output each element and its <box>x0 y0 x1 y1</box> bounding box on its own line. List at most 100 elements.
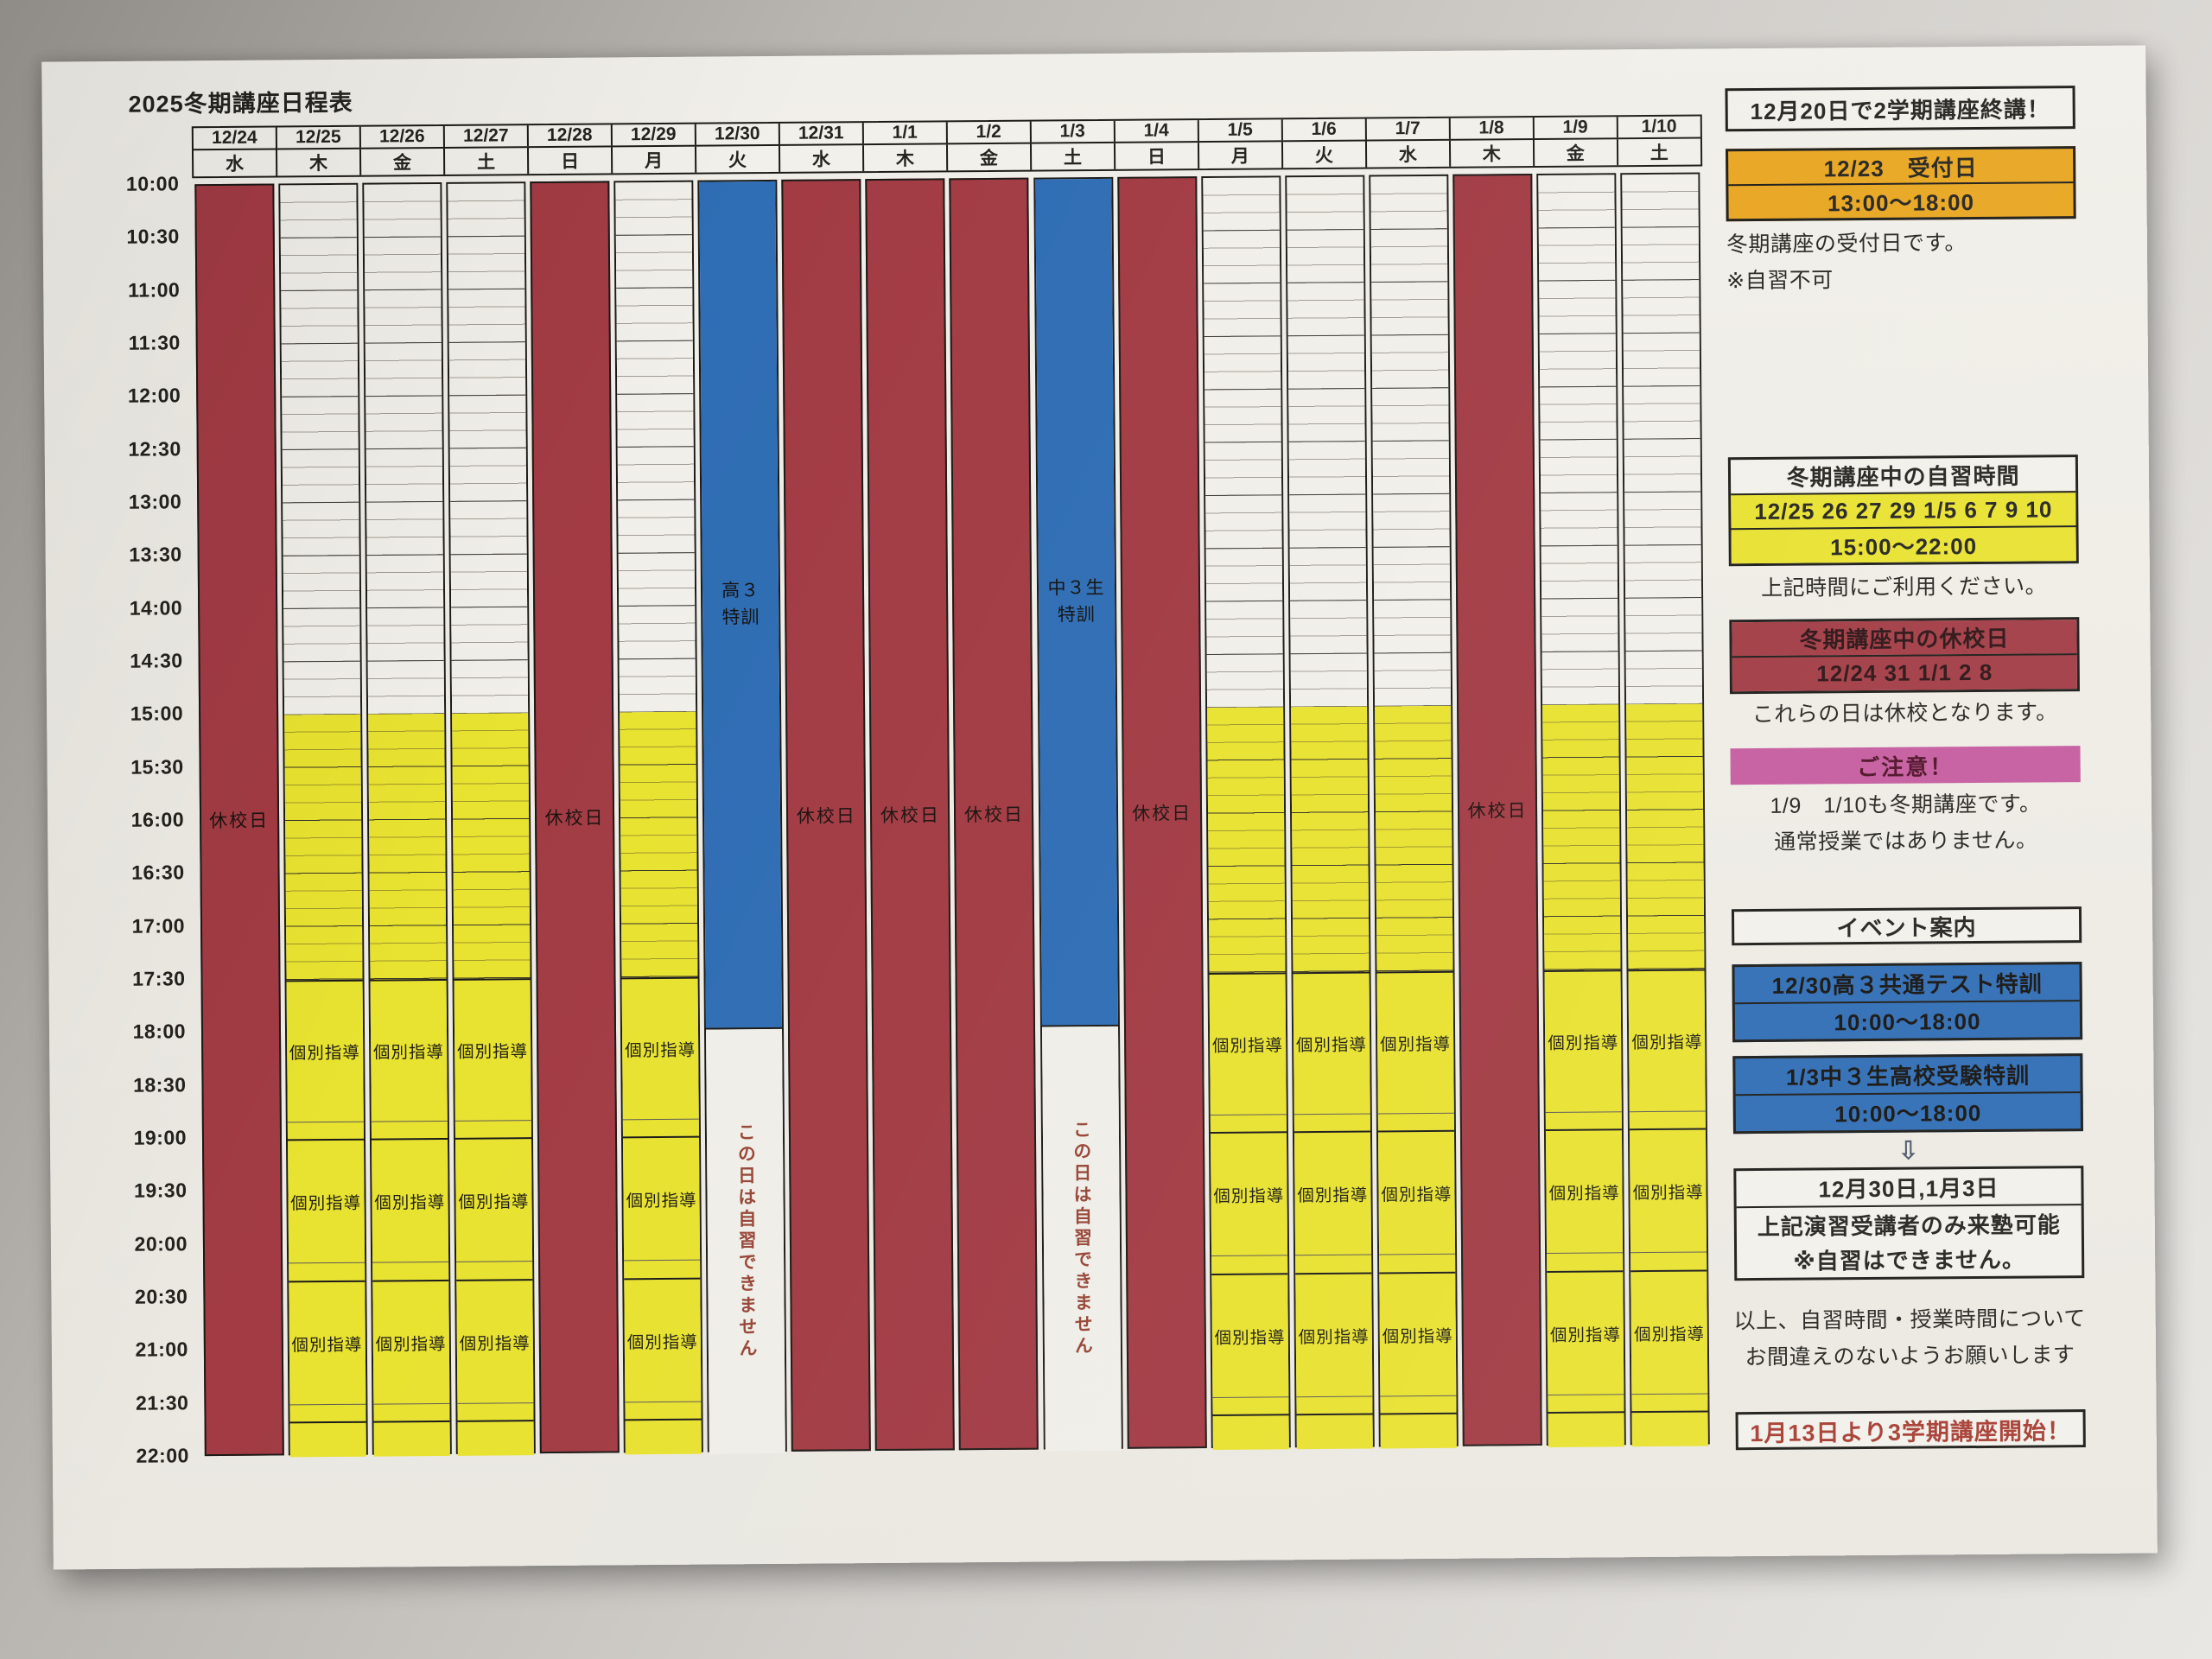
reception-day-box: 12/23 受付日 13:00～18:00 <box>1726 146 2076 222</box>
header-date-cell: 12/30 <box>694 123 779 145</box>
closed-day-label: 休校日 <box>963 804 1025 826</box>
header-date-cell: 12/27 <box>442 125 527 147</box>
day-column-1/3: 中３生 特訓この日は自習できません <box>1033 176 1123 1452</box>
header-weekday-cell: 土 <box>1029 143 1115 170</box>
lesson-label: 個別指導 <box>1298 1327 1370 1347</box>
header-date-cell: 1/8 <box>1448 118 1533 139</box>
header-date-cell: 1/10 <box>1616 116 1700 138</box>
time-label: 12:00 <box>127 384 181 408</box>
lesson-label: 個別指導 <box>456 1042 529 1063</box>
header-weekday-cell: 木 <box>1448 140 1533 167</box>
lesson-block: 個別指導 <box>370 978 448 1122</box>
closed-days-note: これらの日は休校となります。 <box>1751 700 2058 728</box>
closed-days-dates: 12/24 31 1/1 2 8 <box>1732 653 2077 692</box>
day-column-1/7: 個別指導 個別指導 個別指導 <box>1369 174 1459 1449</box>
day-column-1/4: 休校日 <box>1116 176 1207 1449</box>
header-weekday-cell: 水 <box>778 145 863 172</box>
event-label: 中３生 特訓 <box>1047 578 1105 626</box>
date-header-table: 12/24 12/25 12/26 12/27 12/28 12/29 12/30 12/31… <box>191 114 1702 179</box>
lesson-block: 個別指導 <box>454 1137 532 1262</box>
self-study-segment <box>1542 704 1621 970</box>
no-self-study-note: この日は自習できません <box>1071 1120 1093 1358</box>
open-grid-segment <box>615 181 696 713</box>
event-2-time: 10:00～18:00 <box>1735 1091 2081 1132</box>
lesson-label: 個別指導 <box>1380 1035 1452 1055</box>
time-label: 18:30 <box>133 1072 187 1096</box>
header-date-cell: 1/9 <box>1532 117 1617 139</box>
event-restriction-dates: 12月30日,1月3日 <box>1818 1174 1999 1203</box>
lesson-gap-row <box>1380 1412 1457 1449</box>
lesson-gap-row <box>455 1261 533 1280</box>
day-column-12/24: 休校日 <box>194 183 284 1457</box>
lesson-block: 個別指導 <box>456 1278 534 1403</box>
lesson-gap-row <box>622 1118 700 1137</box>
time-label: 20:00 <box>134 1231 188 1255</box>
lesson-block: 個別指導 <box>1376 970 1454 1114</box>
header-weekday-cell: 土 <box>1616 138 1700 166</box>
no-self-study-segment: この日は自習できません <box>1041 1027 1122 1452</box>
header-weekday-cell: 月 <box>610 146 696 174</box>
time-label: 13:00 <box>128 490 182 513</box>
open-grid-segment <box>1622 174 1703 705</box>
lesson-gap-row <box>373 1421 450 1457</box>
lesson-label: 個別指導 <box>625 1040 696 1061</box>
event-restriction-box: 12月30日,1月3日 上記演習受講者のみ来塾可能 ※自習はできません。 <box>1733 1166 2085 1281</box>
day-column-1/2: 休校日 <box>949 177 1039 1451</box>
event-info-box: イベント案内 <box>1731 906 2082 946</box>
lesson-label: 個別指導 <box>459 1333 531 1354</box>
lesson-gap-row <box>289 1403 366 1422</box>
day-column-12/27: 個別指導 個別指導 個別指導 <box>446 181 536 1456</box>
summary-line-1: 以上、自習時間・授業時間について <box>1733 1306 2086 1334</box>
time-label: 17:30 <box>132 967 186 990</box>
time-label: 17:00 <box>131 913 186 938</box>
header-weekday-cell: 金 <box>945 143 1031 171</box>
day-column-12/28: 休校日 <box>530 181 620 1454</box>
lesson-block: 個別指導 <box>1630 1128 1707 1253</box>
caution-bar: ご注意！ <box>1730 746 2081 785</box>
event-1-title: 12/30高３共通テスト特訓 <box>1771 970 2043 999</box>
header-date-cell: 1/5 <box>1197 119 1281 142</box>
day-column-12/31: 休校日 <box>781 179 872 1452</box>
day-column-1/9: 個別指導 個別指導 個別指導 <box>1536 173 1626 1447</box>
lesson-label: 個別指導 <box>291 1335 363 1355</box>
header-date-cell: 12/29 <box>610 124 695 146</box>
lesson-label: 個別指導 <box>1382 1326 1453 1347</box>
lesson-gap-row <box>1294 1113 1370 1132</box>
event-1-time: 10:00～18:00 <box>1734 1000 2081 1040</box>
lesson-block: 個別指導 <box>1211 1272 1289 1397</box>
time-label: 19:30 <box>134 1179 188 1203</box>
time-label: 14:00 <box>129 595 183 620</box>
closed-day-label: 休校日 <box>880 805 941 826</box>
caution-line-1: 1/9 1/10も冬期講座です。 <box>1770 791 2042 818</box>
self-study-segment <box>1626 703 1705 970</box>
lesson-gap-row <box>1630 1251 1707 1270</box>
header-weekday-cell: 火 <box>1281 141 1365 168</box>
header-weekday-cell: 日 <box>526 147 612 175</box>
caution-line-2: 通常授業ではありません。 <box>1774 828 2038 855</box>
lesson-block: 個別指導 <box>1209 972 1287 1115</box>
lesson-gap-row <box>1547 1252 1624 1271</box>
header-weekday-cell: 日 <box>1113 143 1198 169</box>
time-label: 21:30 <box>135 1390 189 1414</box>
header-date-cell: 1/2 <box>945 121 1030 143</box>
open-grid-segment <box>364 183 444 715</box>
lesson-gap-row <box>371 1120 448 1139</box>
lesson-label: 個別指導 <box>1633 1325 1706 1344</box>
lesson-block: 個別指導 <box>1630 1269 1708 1394</box>
lesson-gap-row <box>288 1262 365 1281</box>
closed-day-label: 休校日 <box>1467 801 1528 822</box>
lesson-gap-row <box>457 1402 534 1421</box>
closed-days-box: 冬期講座中の休校日 12/24 31 1/1 2 8 <box>1729 617 2080 695</box>
time-label: 12:30 <box>128 436 181 461</box>
down-arrow-icon: ⇩ <box>1897 1136 1920 1166</box>
sidebar: 12月20日で2学期講座終講！ 12/23 受付日 13:00～18:00 冬期… <box>1725 46 2087 1556</box>
lesson-gap-row <box>1211 1255 1287 1274</box>
lesson-gap-row <box>454 1119 531 1138</box>
time-label: 14:30 <box>130 649 183 672</box>
event-1-box: 12/30高３共通テスト特訓 10:00～18:00 <box>1732 962 2083 1043</box>
page-title: 2025冬期講座日程表 <box>128 89 353 118</box>
open-grid-segment <box>448 183 528 715</box>
event-label: 高３ 特訓 <box>721 581 760 628</box>
header-date-cell: 12/25 <box>275 126 359 149</box>
self-study-segment <box>1375 706 1453 972</box>
